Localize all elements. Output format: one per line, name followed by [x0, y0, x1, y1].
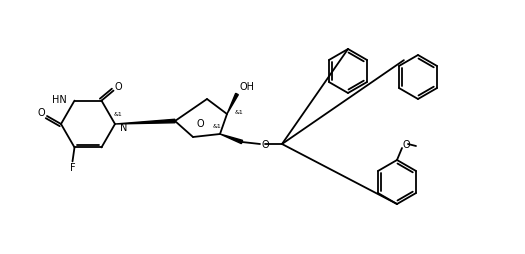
Text: &1: &1: [235, 109, 244, 114]
Text: O: O: [196, 119, 204, 129]
Text: F: F: [70, 163, 75, 173]
Text: &1: &1: [213, 124, 222, 129]
Text: O: O: [261, 139, 269, 149]
Polygon shape: [227, 94, 238, 115]
Polygon shape: [220, 134, 243, 144]
Text: &1: &1: [113, 112, 122, 117]
Polygon shape: [115, 120, 175, 124]
Text: O: O: [114, 81, 122, 91]
Text: OH: OH: [239, 82, 255, 92]
Text: O: O: [37, 108, 45, 118]
Text: N: N: [120, 122, 128, 133]
Text: O: O: [402, 139, 410, 149]
Text: HN: HN: [52, 94, 67, 104]
